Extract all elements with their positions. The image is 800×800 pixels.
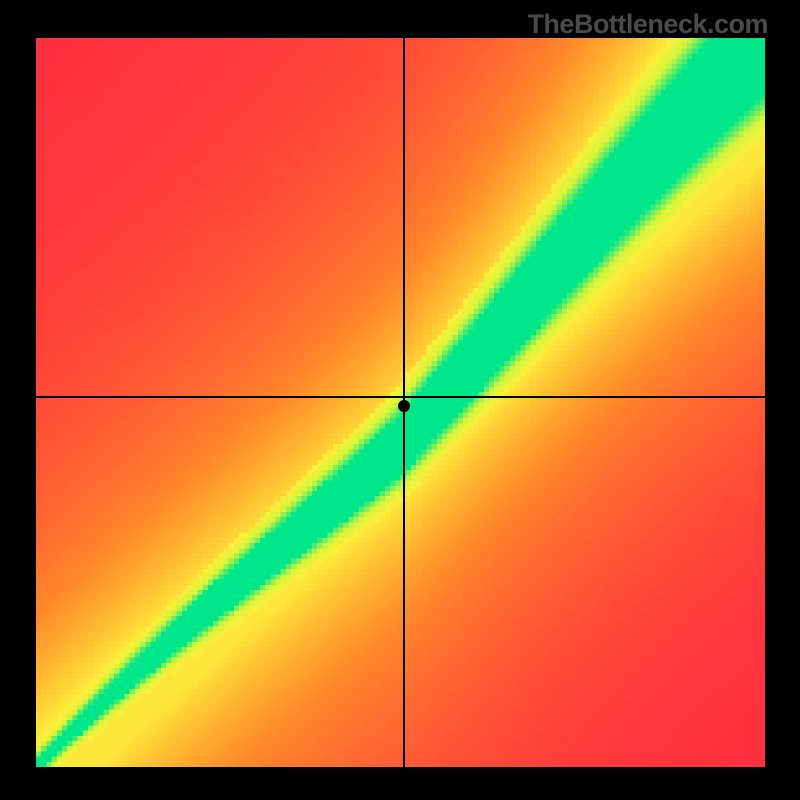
crosshair-horizontal — [36, 396, 765, 398]
watermark-text: TheBottleneck.com — [527, 9, 768, 40]
plot-area — [36, 38, 765, 767]
